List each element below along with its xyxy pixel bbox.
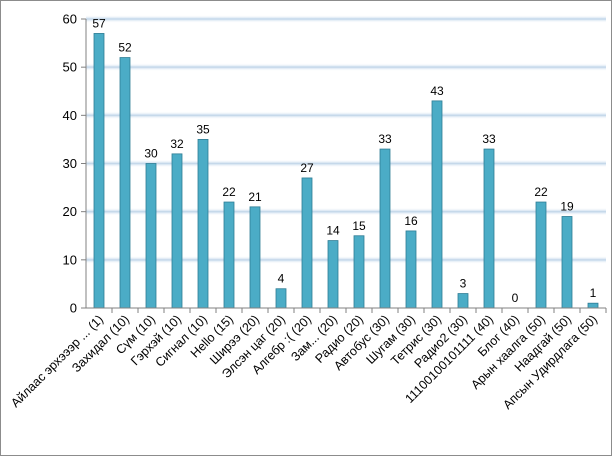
data-label: 14 bbox=[326, 224, 340, 238]
data-label: 43 bbox=[430, 84, 444, 98]
gridlines bbox=[86, 15, 606, 264]
bar bbox=[119, 57, 131, 309]
data-label: 52 bbox=[118, 41, 132, 55]
y-tick-label: 30 bbox=[63, 156, 77, 171]
data-label: 3 bbox=[460, 277, 467, 291]
bar bbox=[561, 216, 573, 309]
data-label: 32 bbox=[170, 137, 184, 151]
data-label: 22 bbox=[222, 185, 236, 199]
x-tick-labels: Айлаас эрхэээр ... (1)Захидал (10)Сүм (1… bbox=[8, 312, 600, 412]
axes bbox=[81, 18, 607, 313]
bar bbox=[405, 230, 417, 309]
bar bbox=[535, 201, 547, 309]
y-tick-label: 50 bbox=[63, 60, 77, 75]
bar bbox=[249, 206, 261, 309]
data-label: 19 bbox=[560, 199, 574, 213]
data-label: 33 bbox=[378, 132, 392, 146]
y-tick-labels: 0 10 20 30 40 50 60 bbox=[63, 12, 77, 316]
bar bbox=[301, 177, 313, 309]
bar bbox=[171, 153, 183, 309]
y-tick-label: 10 bbox=[63, 252, 77, 267]
bar bbox=[353, 235, 365, 309]
bar bbox=[223, 201, 235, 309]
data-label: 27 bbox=[300, 161, 314, 175]
data-label: 4 bbox=[278, 272, 285, 286]
data-label: 33 bbox=[482, 132, 496, 146]
data-label: 16 bbox=[404, 214, 418, 228]
data-label: 1 bbox=[590, 286, 597, 300]
bars bbox=[93, 33, 599, 309]
data-label: 0 bbox=[512, 291, 519, 305]
data-label: 30 bbox=[144, 147, 158, 161]
data-label: 21 bbox=[248, 190, 262, 204]
bar bbox=[275, 288, 287, 309]
data-label: 57 bbox=[92, 16, 106, 30]
y-tick-label: 60 bbox=[63, 12, 77, 27]
bar bbox=[457, 293, 469, 309]
data-label: 22 bbox=[534, 185, 548, 199]
bar bbox=[197, 139, 209, 309]
bar bbox=[145, 163, 157, 309]
bar bbox=[93, 33, 105, 309]
bar bbox=[379, 148, 391, 309]
bar bbox=[327, 240, 339, 309]
data-label: 35 bbox=[196, 122, 210, 136]
data-label: 15 bbox=[352, 219, 366, 233]
y-tick-label: 20 bbox=[63, 204, 77, 219]
y-tick-label: 40 bbox=[63, 108, 77, 123]
bar bbox=[587, 302, 599, 309]
bar bbox=[431, 100, 443, 309]
bar bbox=[483, 148, 495, 309]
y-tick-label: 0 bbox=[70, 301, 77, 316]
